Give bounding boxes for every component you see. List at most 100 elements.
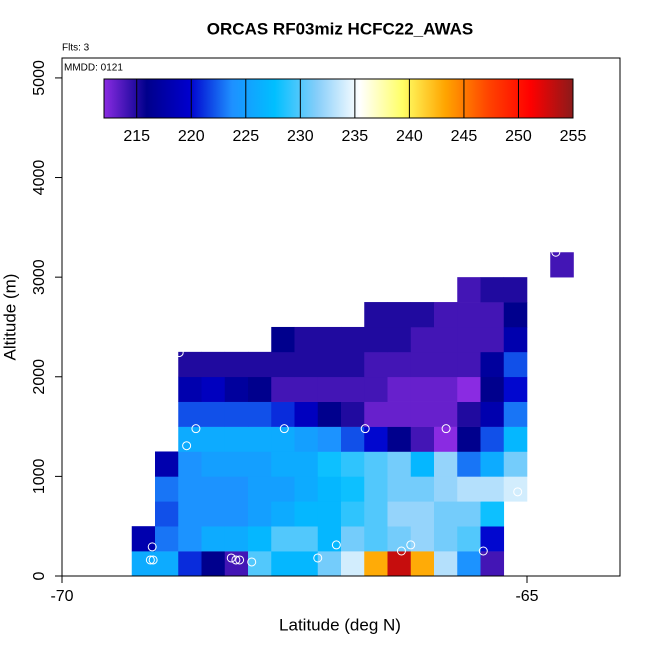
colorbar-tick-label: 215 <box>123 128 150 145</box>
sample-point <box>331 540 341 550</box>
heatmap-cell <box>294 551 319 577</box>
heatmap-cell <box>178 351 202 378</box>
heatmap-cell <box>317 476 342 502</box>
heatmap-cell <box>457 277 481 303</box>
heatmap-cell <box>410 302 435 328</box>
heatmap-cell <box>480 526 505 552</box>
heatmap-cell <box>434 451 458 477</box>
sample-point <box>396 546 406 556</box>
heatmap-cell <box>410 426 435 452</box>
plot-frame <box>61 57 621 577</box>
heatmap-cell <box>480 326 505 353</box>
y-tick-label: 3000 <box>31 259 48 295</box>
heatmap-cell <box>271 426 295 452</box>
heatmap-cell <box>457 351 481 378</box>
heatmap-cell <box>434 501 458 527</box>
y-tick-label: 4000 <box>31 160 48 196</box>
heatmap-cell <box>457 302 481 328</box>
heatmap-cell <box>434 526 458 552</box>
heatmap-cell <box>364 401 388 427</box>
heatmap-cell <box>201 351 226 378</box>
sample-point <box>226 553 236 563</box>
heatmap-cell <box>503 326 528 353</box>
heatmap-cell <box>224 526 249 552</box>
sample-point <box>478 546 488 556</box>
heatmap-cell <box>271 326 295 353</box>
heatmap-cell <box>410 501 435 527</box>
heatmap-cell <box>387 476 412 502</box>
heatmap-cell <box>294 426 319 452</box>
heatmap-cell <box>201 376 226 402</box>
heatmap-cell <box>248 376 272 402</box>
heatmap-cell <box>271 551 295 577</box>
heatmap-cell <box>410 526 435 552</box>
heatmap-cell <box>503 426 528 452</box>
heatmap-cell <box>457 476 481 502</box>
heatmap-cell <box>224 376 249 402</box>
heatmap-cell <box>317 501 342 527</box>
heatmap-cell <box>224 351 249 378</box>
sample-point <box>441 424 451 434</box>
heatmap-cell <box>294 526 319 552</box>
subtitle: Flts: 3 <box>62 43 90 54</box>
heatmap-cell <box>271 451 295 477</box>
heatmap-cell <box>341 501 365 527</box>
heatmap-cell <box>434 376 458 402</box>
sample-point <box>279 424 289 434</box>
heatmap-cell <box>178 451 202 477</box>
colorbar-tick-label: 245 <box>451 128 478 145</box>
heatmap-cell <box>364 326 388 353</box>
heatmap-cell <box>155 526 179 552</box>
heatmap-cell <box>271 351 295 378</box>
heatmap-cell <box>224 476 249 502</box>
heatmap-cell <box>294 351 319 378</box>
heatmap-cell <box>410 451 435 477</box>
sample-point <box>360 424 370 434</box>
heatmap-cell <box>364 302 388 328</box>
heatmap-cell <box>341 401 365 427</box>
heatmap-cell <box>294 451 319 477</box>
heatmap-cell <box>434 551 458 577</box>
heatmap-cell <box>480 351 505 378</box>
y-axis-label: Altitude (m) <box>0 274 19 361</box>
heatmap-cell <box>271 476 295 502</box>
heatmap-cell <box>201 476 226 502</box>
heatmap-cell <box>480 551 505 577</box>
heatmap-cell <box>201 501 226 527</box>
heatmap-cell <box>224 501 249 527</box>
heatmap-cell <box>434 401 458 427</box>
heatmap-cell <box>387 326 412 353</box>
heatmap-cell <box>341 551 365 577</box>
heatmap-cell <box>457 376 481 402</box>
heatmap-cell <box>410 351 435 378</box>
sample-point <box>147 542 157 552</box>
colorbar-tick-label: 250 <box>505 128 532 145</box>
heatmap-cell <box>341 426 365 452</box>
heatmap-cell <box>271 401 295 427</box>
heatmap-cell <box>201 451 226 477</box>
colorbar-tick-label: 235 <box>342 128 369 145</box>
heatmap-cell <box>271 501 295 527</box>
heatmap-cell <box>178 526 202 552</box>
sample-point <box>313 553 323 563</box>
sample-point <box>191 424 201 434</box>
heatmap-cell <box>410 551 435 577</box>
heatmap-cell <box>224 426 249 452</box>
heatmap-cell <box>364 376 388 402</box>
heatmap-cell <box>550 252 574 278</box>
heatmap-cell <box>364 526 388 552</box>
heatmap-cell <box>364 451 388 477</box>
colorbar <box>103 78 574 119</box>
heatmap-cell <box>457 551 481 577</box>
sample-point <box>235 555 245 565</box>
heatmap-cell <box>480 302 505 328</box>
heatmap-cell <box>131 526 156 552</box>
heatmap-cell <box>434 302 458 328</box>
heatmap-cell <box>224 451 249 477</box>
heatmap-cell <box>201 401 226 427</box>
heatmap-cell <box>294 326 319 353</box>
heatmap-cell <box>317 451 342 477</box>
heatmap-cell <box>480 376 505 402</box>
